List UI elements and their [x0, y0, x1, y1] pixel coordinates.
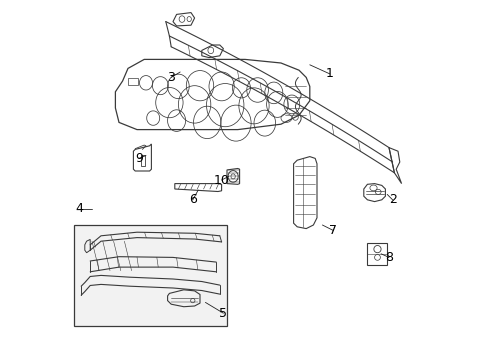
- Text: 3: 3: [167, 71, 175, 84]
- Text: 5: 5: [220, 307, 227, 320]
- Bar: [128, 78, 138, 85]
- Bar: [141, 155, 145, 166]
- Text: 6: 6: [189, 193, 197, 206]
- Text: 7: 7: [329, 224, 337, 237]
- Text: 10: 10: [214, 174, 229, 186]
- Text: 9: 9: [135, 152, 143, 165]
- Text: 8: 8: [385, 251, 393, 264]
- Bar: [74, 225, 227, 326]
- Text: 4: 4: [75, 202, 83, 215]
- Text: 2: 2: [389, 193, 396, 206]
- Text: 1: 1: [326, 67, 334, 80]
